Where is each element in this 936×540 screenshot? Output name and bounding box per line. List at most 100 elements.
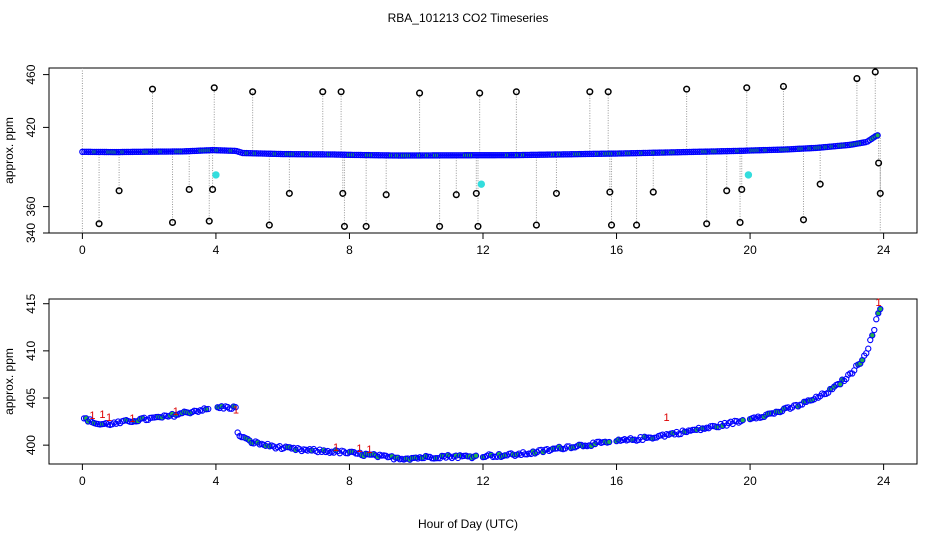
flag-label: 1 [173, 406, 179, 418]
data-point [541, 151, 549, 158]
data-point [585, 150, 593, 158]
data-point [187, 147, 194, 155]
data-point [455, 152, 463, 159]
data-point [475, 152, 483, 159]
data-point [191, 147, 198, 155]
data-point [722, 147, 729, 155]
flag-label: 1 [99, 409, 105, 421]
data-point [424, 453, 432, 460]
data-point [313, 151, 320, 158]
data-point [505, 151, 513, 159]
data-point [871, 326, 878, 334]
y-tick-label: 460 [24, 64, 38, 84]
outlier-point [362, 222, 370, 230]
y-tick-label: 415 [24, 293, 38, 313]
outlier-point [649, 188, 657, 196]
data-point [339, 151, 346, 158]
data-point [185, 147, 192, 155]
data-point [165, 148, 172, 155]
data-point [610, 150, 617, 157]
data-point [161, 148, 168, 155]
data-point [716, 148, 723, 155]
outlier-point [319, 88, 327, 96]
data-point [491, 151, 499, 159]
x-tick-label: 8 [346, 474, 353, 488]
x-tick-label: 16 [610, 474, 624, 488]
data-point [221, 147, 228, 154]
y-tick-label: 400 [24, 435, 38, 455]
data-point [309, 151, 316, 158]
data-point [319, 151, 326, 158]
data-point [736, 147, 743, 155]
data-point [135, 148, 142, 156]
outlier-point [337, 88, 345, 96]
outlier-point [476, 89, 484, 97]
data-point [525, 151, 533, 159]
data-point [351, 151, 359, 159]
data-point [529, 151, 537, 159]
outlier-point [607, 221, 616, 229]
outlier-point [416, 89, 424, 97]
data-point [587, 150, 595, 158]
data-point [800, 145, 807, 152]
x-tick-label: 16 [610, 243, 624, 257]
data-point [315, 151, 322, 158]
data-point [472, 452, 480, 459]
outlier-point [604, 88, 612, 96]
data-point [451, 152, 459, 159]
data-point [764, 146, 771, 154]
data-point [329, 151, 336, 158]
y-tick-label: 410 [24, 341, 38, 361]
data-point [257, 150, 264, 157]
data-point [181, 148, 188, 155]
data-point [690, 148, 697, 156]
flag-label: 1 [233, 404, 239, 416]
data-point [441, 152, 449, 159]
data-point [788, 145, 795, 153]
data-point [739, 417, 746, 424]
data-point [533, 151, 541, 158]
data-point [217, 147, 224, 154]
data-point [409, 152, 417, 159]
data-point [121, 148, 128, 156]
data-point [189, 147, 196, 155]
data-point [85, 148, 92, 156]
outlier-point [436, 222, 444, 230]
data-point [215, 147, 222, 154]
data-point [453, 152, 461, 159]
data-point [375, 152, 383, 159]
data-point [379, 152, 387, 159]
cyan-point [744, 171, 753, 179]
data-point [527, 151, 535, 159]
flag-label: 1 [333, 442, 339, 454]
data-point [381, 152, 389, 159]
data-point [163, 148, 170, 155]
x-axis-title: Hour of Day (UTC) [418, 517, 518, 531]
outlier-point [512, 88, 520, 96]
data-point [790, 145, 797, 153]
data-point [873, 316, 880, 323]
outlier-point [185, 185, 193, 193]
y-axis-title: approx. ppm [2, 348, 16, 415]
data-point [713, 423, 720, 431]
data-point [131, 148, 138, 156]
data-point [99, 148, 106, 156]
data-point [531, 151, 539, 159]
data-point [425, 152, 433, 159]
data-point [672, 149, 679, 156]
data-point [537, 151, 545, 158]
data-point [232, 404, 239, 411]
x-tick-label: 8 [346, 243, 353, 257]
data-point [770, 146, 777, 154]
data-point [219, 147, 226, 154]
flag-label: 1 [876, 297, 882, 309]
data-point [766, 146, 773, 154]
data-point [563, 151, 571, 158]
data-point [535, 151, 543, 158]
data-point [353, 151, 361, 159]
data-point [686, 148, 693, 156]
data-point [688, 148, 695, 156]
data-point [151, 148, 158, 155]
outlier-point [723, 187, 731, 195]
